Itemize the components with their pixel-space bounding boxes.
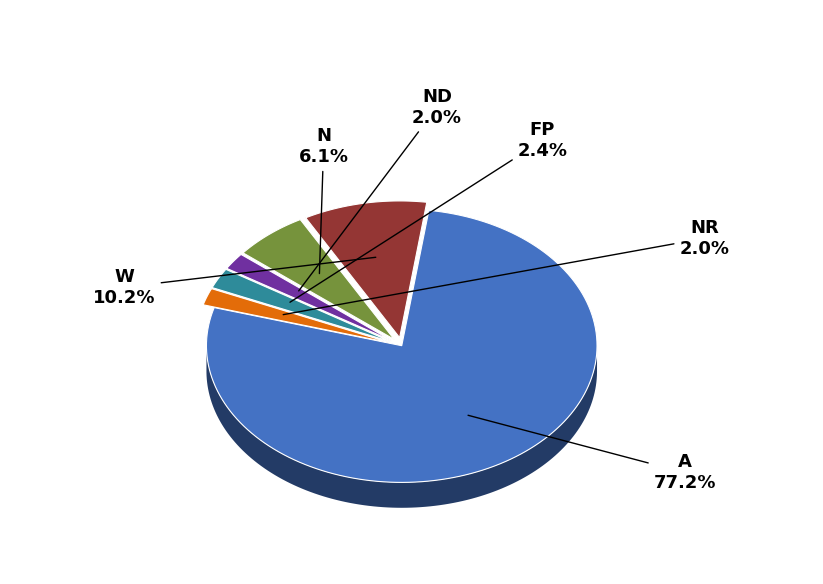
Text: W
10.2%: W 10.2% xyxy=(93,258,376,307)
Polygon shape xyxy=(203,288,391,343)
Text: A
77.2%: A 77.2% xyxy=(468,415,716,492)
Polygon shape xyxy=(207,210,597,482)
Polygon shape xyxy=(212,269,392,342)
Polygon shape xyxy=(226,255,393,341)
Polygon shape xyxy=(243,220,394,339)
Text: FP
2.4%: FP 2.4% xyxy=(290,121,567,303)
Polygon shape xyxy=(305,201,427,338)
Text: N
6.1%: N 6.1% xyxy=(299,127,349,273)
Text: ND
2.0%: ND 2.0% xyxy=(299,88,462,291)
Text: NR
2.0%: NR 2.0% xyxy=(283,219,729,315)
Polygon shape xyxy=(207,347,597,508)
